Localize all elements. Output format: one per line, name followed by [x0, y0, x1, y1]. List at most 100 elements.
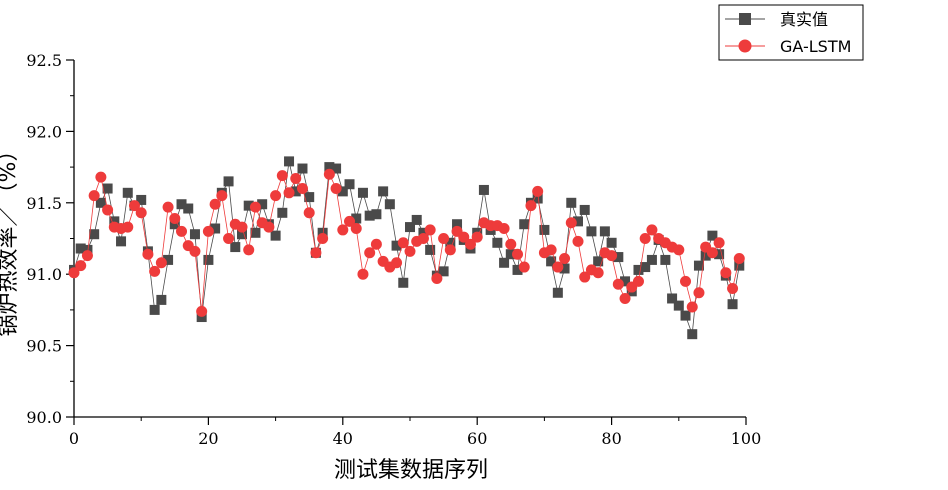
y-tick-label: 91.0	[26, 265, 62, 284]
galstm-point	[303, 207, 315, 219]
real-point	[478, 184, 489, 195]
galstm-point	[532, 185, 544, 197]
real-point	[163, 254, 174, 265]
galstm-point	[727, 282, 739, 294]
galstm-point	[142, 248, 154, 260]
legend-label-galstm: GA-LSTM	[780, 37, 851, 56]
galstm-point	[525, 200, 537, 212]
galstm-point	[330, 183, 342, 195]
galstm-point	[505, 238, 517, 250]
galstm-point	[270, 190, 282, 202]
galstm-point	[155, 257, 167, 269]
y-tick-label: 92.5	[26, 51, 62, 70]
galstm-point	[209, 198, 221, 210]
real-point	[687, 329, 698, 340]
galstm-point	[75, 260, 87, 272]
real-point	[505, 249, 516, 260]
galstm-point	[471, 231, 483, 243]
galstm-point	[733, 252, 745, 264]
galstm-point	[612, 278, 624, 290]
real-point	[82, 244, 93, 255]
galstm-point	[680, 275, 692, 287]
real-point	[149, 304, 160, 315]
galstm-point	[646, 224, 658, 236]
galstm-point	[693, 287, 705, 299]
real-point	[552, 287, 563, 298]
real-point	[405, 222, 415, 233]
real-point	[250, 227, 261, 238]
real-point	[586, 226, 597, 237]
galstm-point	[135, 207, 147, 219]
galstm-point	[639, 233, 651, 244]
real-point	[532, 193, 543, 204]
galstm-point	[128, 200, 140, 212]
real-point	[344, 179, 355, 190]
real-point	[331, 163, 342, 174]
galstm-point	[592, 267, 604, 279]
galstm-point	[290, 173, 302, 185]
x-tick-label: 80	[601, 429, 621, 448]
real-point	[210, 223, 221, 234]
galstm-point	[95, 171, 107, 183]
real-point	[727, 299, 738, 310]
galstm-point	[458, 231, 470, 243]
galstm-point	[236, 221, 248, 233]
real-point	[425, 244, 436, 255]
galstm-point	[81, 250, 93, 262]
real-point	[169, 219, 180, 230]
real-point	[519, 219, 530, 230]
galstm-point	[545, 244, 557, 256]
x-tick-label: 40	[333, 429, 353, 448]
real-point	[640, 262, 651, 273]
x-tick-label: 60	[467, 429, 487, 448]
galstm-point	[196, 305, 208, 317]
real-point	[203, 254, 214, 265]
real-point	[734, 260, 745, 271]
real-point	[122, 187, 133, 198]
real-point	[223, 176, 234, 187]
real-point	[693, 260, 704, 271]
real-point	[606, 237, 617, 248]
real-point	[351, 213, 362, 224]
galstm-point	[337, 224, 349, 236]
galstm-point	[619, 292, 631, 304]
y-tick-label: 91.5	[26, 194, 62, 213]
real-point	[398, 277, 409, 288]
galstm-point	[249, 201, 261, 213]
y-tick-label: 90.0	[26, 408, 62, 427]
galstm-point	[88, 190, 100, 202]
real-point	[599, 226, 610, 237]
galstm-point	[102, 204, 114, 216]
real-point	[196, 312, 207, 323]
galstm-point	[559, 252, 571, 264]
real-point	[378, 186, 389, 197]
galstm-point	[323, 168, 335, 180]
real-point	[707, 230, 718, 241]
real-point	[95, 197, 106, 208]
galstm-point	[720, 267, 732, 279]
galstm-point	[673, 244, 685, 256]
real-point	[418, 227, 429, 238]
real-point	[297, 163, 308, 174]
galstm-point	[122, 221, 134, 233]
galstm-point	[189, 245, 201, 257]
real-point	[371, 209, 382, 220]
real-point	[573, 216, 583, 227]
galstm-point	[464, 238, 476, 250]
galstm-point	[176, 225, 188, 237]
real-point	[317, 227, 328, 238]
axes: 90.0 90.5 91.0 91.5 92.0 92.5 0 20 40 60 80 100	[26, 51, 761, 448]
galstm-point	[424, 224, 436, 236]
galstm-point	[512, 248, 524, 260]
legend-marker-galstm	[738, 39, 752, 53]
real-point	[183, 203, 194, 214]
galstm-point	[438, 233, 450, 244]
galstm-point	[310, 247, 322, 259]
real-point	[646, 254, 657, 265]
real-point	[176, 199, 187, 210]
real-point	[546, 256, 557, 267]
real-point	[270, 230, 281, 241]
legend-label-real: 真实值	[780, 10, 828, 29]
real-point	[156, 294, 167, 305]
galstm-point	[357, 268, 369, 280]
